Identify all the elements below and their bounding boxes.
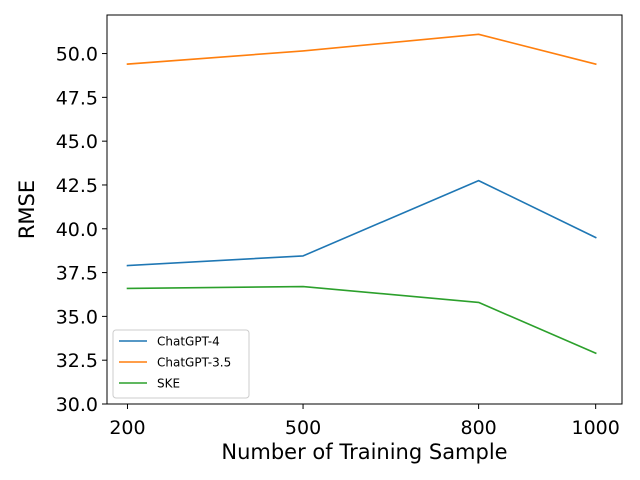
- y-tick-label: 37.5: [56, 263, 98, 285]
- legend: ChatGPT-4 ChatGPT-3.5 SKE: [112, 329, 250, 399]
- legend-label: SKE: [157, 377, 180, 391]
- x-axis-label: Number of Training Sample: [221, 440, 507, 464]
- plot-lines: [126, 33, 597, 355]
- y-tick-label: 35.0: [56, 306, 98, 328]
- series-line-2: [126, 285, 597, 355]
- y-tick-label: 30.0: [56, 394, 98, 416]
- y-tick-label: 45.0: [56, 131, 98, 153]
- series-line-0: [126, 179, 597, 267]
- x-tick-label: 1000: [571, 417, 619, 439]
- x-tick-label: 800: [460, 417, 496, 439]
- series-line-1: [126, 33, 597, 66]
- y-axis-ticks: 30.0 32.5 35.0 37.5 40.0 42.5 45.0 47.5 50.0: [56, 44, 107, 416]
- x-axis-ticks: 200 500 800 1000: [109, 404, 620, 439]
- legend-box: [112, 329, 250, 399]
- y-tick-label: 32.5: [56, 350, 98, 372]
- legend-label: ChatGPT-3.5: [157, 356, 231, 370]
- y-tick-label: 47.5: [56, 87, 98, 109]
- y-axis-label: RMSE: [15, 180, 39, 239]
- plot-frame: [106, 14, 623, 405]
- x-tick-label: 200: [109, 417, 145, 439]
- x-tick-label: 500: [285, 417, 321, 439]
- y-tick-label: 42.5: [56, 175, 98, 197]
- y-tick-label: 40.0: [56, 219, 98, 241]
- y-tick-label: 50.0: [56, 44, 98, 66]
- legend-label: ChatGPT-4: [157, 335, 220, 349]
